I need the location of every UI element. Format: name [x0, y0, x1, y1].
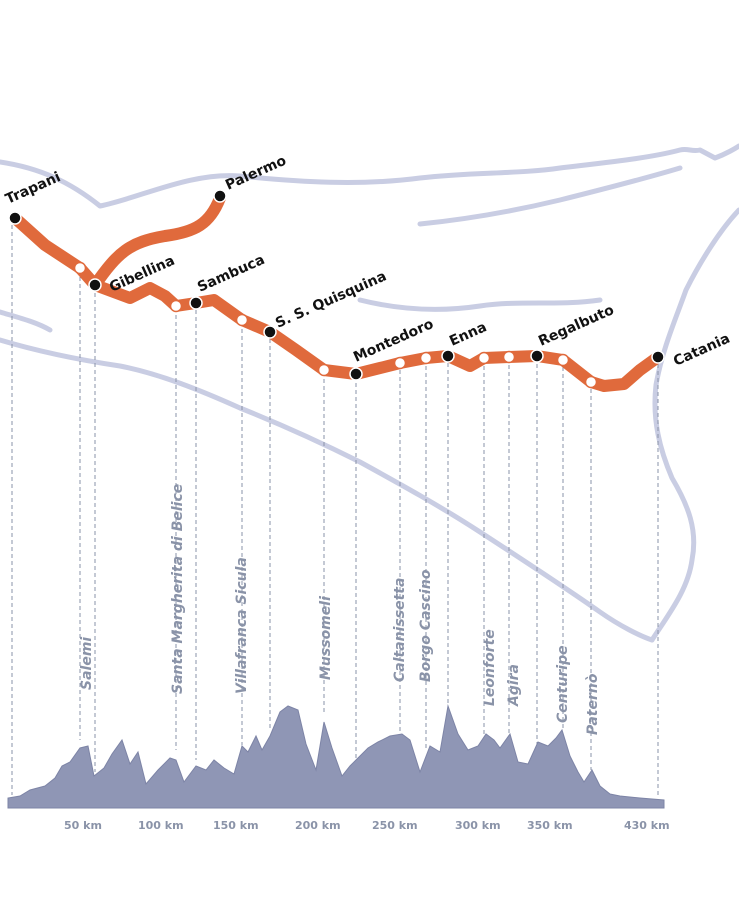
stop-trapani-dot [8, 211, 22, 225]
stop-quisquina-dot [263, 325, 277, 339]
label-mussomeli: Mussomeli [318, 596, 334, 680]
stop-enna-dot [441, 349, 455, 363]
stop-centuripe-dot [556, 353, 570, 367]
stop-leonforte-dot [477, 351, 491, 365]
stop-santa-margherita-dot [169, 299, 183, 313]
stop-caltanissetta-dot [393, 356, 407, 370]
major-stops [8, 189, 665, 381]
label-borgo-cascino: Borgo Cascino [418, 569, 434, 682]
stop-mussomeli-dot [317, 363, 331, 377]
minor-stop-labels: Salemi Santa Margherita di Belice Villaf… [79, 484, 601, 735]
stop-palermo-dot [213, 189, 227, 203]
label-sambuca: Sambuca [195, 252, 267, 296]
km-tick-label: 150 km [213, 819, 259, 832]
label-leonforte: Leonforte [482, 629, 498, 706]
label-palermo: Palermo [223, 153, 289, 194]
stop-paterno-dot [584, 375, 598, 389]
stop-catania-dot [651, 350, 665, 364]
label-paterno: Paternò [585, 673, 601, 735]
label-agira: Agira [506, 664, 522, 707]
stop-salemi-dot [73, 261, 87, 275]
km-tick-label: 250 km [372, 819, 418, 832]
stop-regalbuto-dot [530, 349, 544, 363]
km-tick-label: 350 km [527, 819, 573, 832]
elevation-profile [7, 704, 665, 809]
stop-villafranca-dot [235, 313, 249, 327]
label-salemi: Salemi [79, 637, 95, 690]
km-tick-label: 200 km [295, 819, 341, 832]
distance-guides [11, 218, 659, 798]
label-centuripe: Centuripe [555, 645, 571, 723]
stop-montedoro-dot [349, 367, 363, 381]
stop-borgo-cascino-dot [419, 351, 433, 365]
label-santa-margherita: Santa Margherita di Belice [170, 484, 186, 694]
label-regalbuto: Regalbuto [536, 302, 617, 350]
label-caltanissetta: Caltanissetta [392, 578, 408, 682]
km-tick-label: 50 km [64, 819, 102, 832]
km-tick-label: 430 km [624, 819, 670, 832]
stop-gibellina-dot [88, 278, 102, 292]
minor-stops [73, 261, 598, 389]
label-trapani: Trapani [3, 169, 63, 207]
sicily-outline [0, 143, 739, 643]
label-enna: Enna [447, 319, 489, 349]
label-villafranca: Villafranca Sicula [234, 557, 250, 694]
label-catania: Catania [671, 331, 732, 370]
km-tick-label: 300 km [455, 819, 501, 832]
stop-sambuca-dot [189, 296, 203, 310]
stop-agira-dot [502, 350, 516, 364]
km-tick-label: 100 km [138, 819, 184, 832]
distance-axis: 50 km 100 km 150 km 200 km 250 km 300 km… [64, 819, 670, 832]
label-quisquina: S. S. Quisquina [273, 268, 389, 331]
